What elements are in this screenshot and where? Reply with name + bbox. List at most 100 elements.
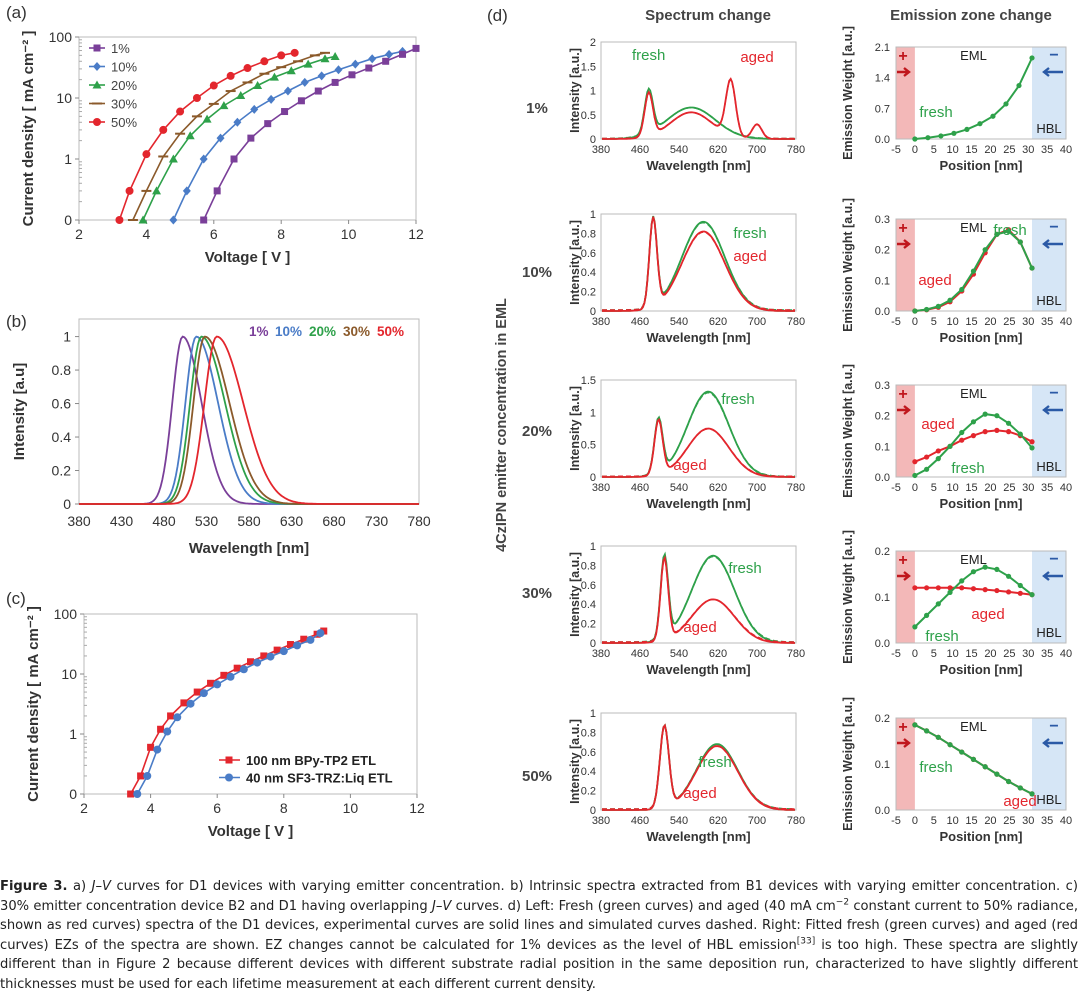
x-tick-label: 10 — [341, 226, 357, 242]
x-tick-label: -5 — [891, 815, 901, 827]
hole-arrow-icon — [897, 738, 911, 748]
ez-point — [1005, 228, 1012, 234]
hole-arrow-icon — [897, 571, 911, 581]
data-point-50% — [176, 107, 185, 116]
ez-point — [994, 231, 1000, 237]
hbl-label: HBL — [1036, 121, 1061, 136]
data-point-20% — [202, 114, 212, 123]
hbl-label: HBL — [1036, 293, 1061, 308]
aged-label: aged — [673, 457, 706, 474]
data-point-100 nm BPy-TP2 ETL — [220, 671, 228, 679]
ez-point — [925, 135, 931, 141]
eml-label: EML — [960, 220, 987, 235]
eml-label: EML — [960, 552, 987, 567]
data-point-1% — [412, 44, 420, 52]
data-point-50% — [260, 57, 269, 66]
x-axis-label: Position [nm] — [939, 662, 1022, 677]
x-axis-label: Position [nm] — [939, 829, 1022, 844]
ez-point — [912, 472, 918, 479]
x-axis-label: Wavelength [nm] — [646, 330, 750, 345]
aged-simulated-line — [602, 556, 795, 643]
data-point-1% — [281, 108, 289, 116]
ez-point — [1005, 589, 1012, 595]
x-tick-label: -5 — [891, 482, 901, 494]
data-point-10% — [199, 154, 208, 164]
emission-chart-20%: + − EML HBL -5 0 5 10 15 20 25 30 35 40 0.0 0.1 0.2 0.3 Po… — [841, 364, 1072, 511]
y-tick-label: 0.2 — [875, 713, 890, 725]
x-tick-label: 380 — [592, 144, 610, 156]
ez-point — [935, 585, 941, 591]
emission-chart-30%: + − EML HBL -5 0 5 10 15 20 25 30 35 40 0.0 0.1 0.2 Posit… — [841, 530, 1072, 677]
data-point-1% — [365, 64, 373, 72]
y-tick-label: 1.5 — [581, 61, 596, 73]
x-tick-label: 540 — [670, 815, 688, 827]
y-tick-label: 100 — [49, 29, 73, 45]
ez-point — [970, 569, 977, 575]
data-point-40 nm SF3-TRZ:Liq ETL — [163, 727, 172, 736]
ez-point — [970, 419, 977, 425]
x-axis-label: Position [nm] — [939, 330, 1022, 345]
x-tick-label: 620 — [709, 648, 727, 660]
legend-label-30%: 30% — [111, 97, 137, 112]
x-tick-label: 480 — [152, 513, 176, 529]
x-tick-label: 5 — [931, 815, 937, 827]
x-tick-label: 700 — [748, 648, 766, 660]
y-tick-label: 0.8 — [52, 362, 72, 378]
plot-frame — [895, 46, 1067, 140]
x-tick-label: 730 — [365, 513, 389, 529]
legend-label-10%: 10% — [275, 324, 302, 339]
ez-point — [994, 413, 1000, 419]
plot-frame — [895, 218, 1067, 312]
x-axis-label: Position [nm] — [939, 158, 1022, 173]
legend-label-1%: 1% — [249, 324, 269, 339]
legend-marker — [225, 756, 233, 764]
data-point-20% — [152, 186, 162, 195]
plot-frame — [78, 318, 420, 505]
x-tick-label: 10 — [947, 144, 959, 156]
x-tick-label: 5 — [931, 482, 937, 494]
electron-arrow-icon — [1042, 67, 1063, 77]
eml-label: EML — [960, 386, 987, 401]
ez-point — [964, 126, 970, 132]
fresh-simulated-line — [602, 87, 795, 140]
data-point-100 nm BPy-TP2 ETL — [286, 641, 294, 649]
y-tick-label: 0 — [590, 805, 596, 817]
data-point-20% — [330, 51, 340, 60]
caption-text-e: is too high. These spectra are slightly … — [0, 937, 1078, 992]
data-point-10% — [385, 49, 394, 59]
x-tick-label: 30 — [1022, 815, 1034, 827]
caption-text-c: curves. d) Left: Fresh (green curves) an… — [451, 898, 836, 914]
plus-sign: + — [898, 552, 907, 569]
x-tick-label: 12 — [408, 226, 424, 242]
caption-text-a: a) — [67, 879, 92, 894]
x-tick-label: 460 — [631, 648, 649, 660]
x-tick-label: 620 — [709, 316, 727, 328]
ez-point — [959, 585, 965, 591]
y-tick-label: 0 — [590, 638, 596, 650]
x-tick-label: 780 — [787, 316, 805, 328]
y-tick-label: 0.8 — [581, 228, 596, 240]
x-tick-label: 40 — [1060, 316, 1072, 328]
fresh-label: fresh — [919, 104, 952, 121]
data-point-40 nm SF3-TRZ:Liq ETL — [253, 658, 262, 667]
hbl-label: HBL — [1036, 459, 1061, 474]
legend-label: 100 nm BPy-TP2 ETL — [246, 753, 376, 768]
data-point-40 nm SF3-TRZ:Liq ETL — [306, 635, 315, 644]
legend-label-10%: 10% — [111, 60, 137, 75]
x-tick-label: 35 — [1041, 144, 1053, 156]
chart-b: 380 430 480 530 580 630 680 730 780 0 0.2 0.4 0.6 0.8… — [11, 318, 431, 557]
aged-label: aged — [1003, 793, 1036, 810]
y-tick-label: 2.1 — [875, 42, 890, 54]
x-tick-label: 20 — [984, 815, 996, 827]
ez-point — [1029, 265, 1035, 271]
data-point-10% — [368, 54, 377, 64]
legend-marker-50% — [93, 118, 101, 126]
y-tick-label: 0.2 — [581, 786, 596, 798]
y-tick-label: 10 — [56, 90, 72, 106]
ez-point — [1017, 431, 1023, 437]
ez-point — [935, 601, 941, 607]
ez-point — [1005, 429, 1012, 435]
y-tick-label: 0.5 — [581, 110, 596, 122]
x-tick-label: 8 — [277, 226, 285, 242]
x-tick-label: 30 — [1022, 144, 1034, 156]
